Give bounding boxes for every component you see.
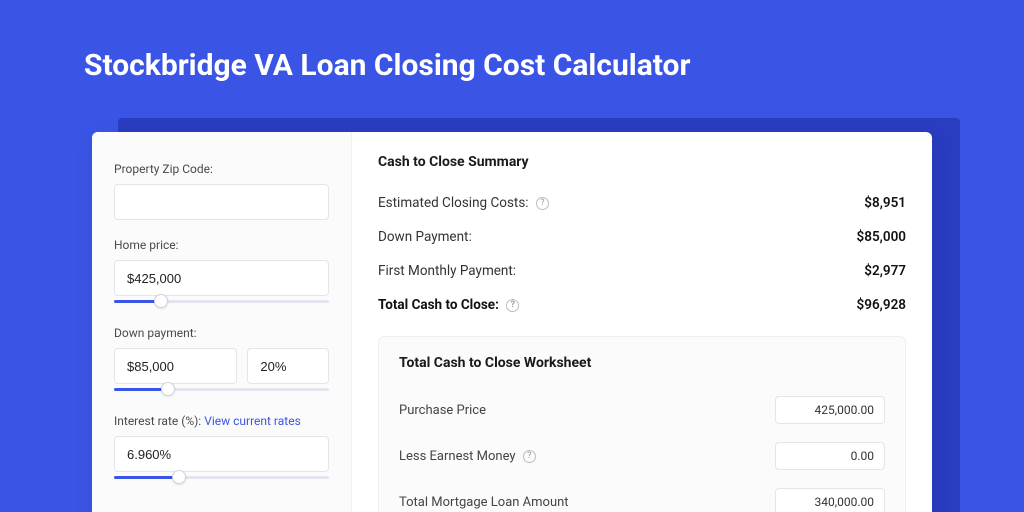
interest-rate-slider[interactable]	[114, 470, 329, 484]
zip-label: Property Zip Code:	[114, 162, 329, 176]
summary-row: Estimated Closing Costs: ? $8,951	[378, 186, 906, 220]
summary-label-text: Estimated Closing Costs:	[378, 195, 529, 211]
worksheet-value[interactable]: 0.00	[775, 442, 885, 470]
summary-total-label: Total Cash to Close: ?	[378, 297, 519, 313]
slider-thumb[interactable]	[161, 382, 175, 396]
worksheet-label: Total Mortgage Loan Amount	[399, 495, 569, 510]
home-price-input[interactable]	[114, 260, 329, 296]
inputs-column: Property Zip Code: Home price: Down paym…	[92, 132, 352, 512]
summary-amount: $2,977	[864, 263, 906, 279]
interest-rate-field: Interest rate (%): View current rates	[114, 414, 329, 484]
slider-thumb[interactable]	[172, 470, 186, 484]
zip-input[interactable]	[114, 184, 329, 220]
worksheet-label: Purchase Price	[399, 403, 486, 418]
worksheet-value[interactable]: 340,000.00	[775, 488, 885, 512]
info-icon[interactable]: ?	[523, 450, 536, 463]
zip-field: Property Zip Code:	[114, 162, 329, 220]
info-icon[interactable]: ?	[536, 197, 549, 210]
worksheet-label-text: Less Earnest Money	[399, 449, 516, 464]
summary-title: Cash to Close Summary	[378, 154, 906, 170]
slider-fill	[114, 388, 168, 391]
down-payment-input[interactable]	[114, 348, 237, 384]
slider-fill	[114, 476, 179, 479]
down-payment-label: Down payment:	[114, 326, 329, 340]
interest-rate-label-text: Interest rate (%):	[114, 414, 201, 428]
home-price-field: Home price:	[114, 238, 329, 308]
down-payment-field: Down payment:	[114, 326, 329, 396]
summary-label: Down Payment:	[378, 229, 472, 245]
interest-rate-label: Interest rate (%): View current rates	[114, 414, 329, 428]
summary-row: First Monthly Payment: $2,977	[378, 254, 906, 288]
worksheet-row: Purchase Price 425,000.00	[399, 387, 885, 433]
home-price-label: Home price:	[114, 238, 329, 252]
summary-row: Down Payment: $85,000	[378, 220, 906, 254]
page-title: Stockbridge VA Loan Closing Cost Calcula…	[84, 48, 940, 83]
summary-total-amount: $96,928	[857, 297, 906, 313]
calculator-card: Property Zip Code: Home price: Down paym…	[92, 132, 932, 512]
worksheet-row: Total Mortgage Loan Amount 340,000.00	[399, 479, 885, 512]
summary-amount: $8,951	[864, 195, 906, 211]
summary-amount: $85,000	[857, 229, 906, 245]
summary-column: Cash to Close Summary Estimated Closing …	[352, 132, 932, 512]
worksheet-row: Less Earnest Money ? 0.00	[399, 433, 885, 479]
page-root: Stockbridge VA Loan Closing Cost Calcula…	[0, 0, 1024, 512]
summary-total-row: Total Cash to Close: ? $96,928	[378, 288, 906, 322]
summary-label: First Monthly Payment:	[378, 263, 516, 279]
worksheet-title: Total Cash to Close Worksheet	[399, 355, 885, 371]
summary-label: Estimated Closing Costs: ?	[378, 195, 549, 211]
down-payment-percent-input[interactable]	[247, 348, 329, 384]
worksheet-panel: Total Cash to Close Worksheet Purchase P…	[378, 336, 906, 512]
view-rates-link[interactable]: View current rates	[204, 414, 301, 428]
slider-thumb[interactable]	[154, 294, 168, 308]
worksheet-value[interactable]: 425,000.00	[775, 396, 885, 424]
info-icon[interactable]: ?	[506, 299, 519, 312]
summary-total-label-text: Total Cash to Close:	[378, 297, 499, 313]
down-payment-slider[interactable]	[114, 382, 329, 396]
worksheet-label: Less Earnest Money ?	[399, 449, 536, 464]
interest-rate-input[interactable]	[114, 436, 329, 472]
home-price-slider[interactable]	[114, 294, 329, 308]
